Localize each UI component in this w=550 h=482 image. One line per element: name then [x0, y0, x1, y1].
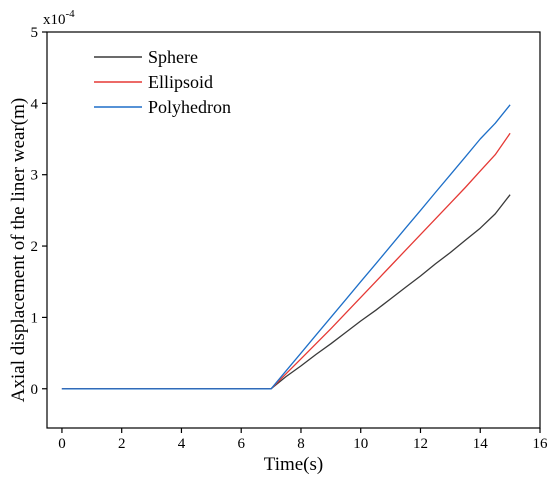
x-tick-label: 2: [118, 436, 126, 452]
legend-label-polyhedron: Polyhedron: [148, 97, 231, 117]
legend: Sphere Ellipsoid Polyhedron: [94, 47, 231, 117]
y-tick-label: 1: [31, 310, 39, 326]
x-axis-ticks: 0 2 4 6 8 10 12 14 16: [58, 428, 548, 452]
y-tick-label: 4: [31, 96, 39, 112]
x-tick-label: 6: [237, 436, 245, 452]
x-tick-label: 10: [353, 436, 368, 452]
series-line-polyhedron: [61, 104, 511, 390]
y-tick-label: 0: [31, 382, 39, 398]
y-tick-label: 2: [31, 239, 39, 255]
y-axis-multiplier: x10-4: [43, 8, 75, 28]
y-axis-ticks: 0 1 2 3 4 5: [31, 25, 47, 398]
y-tick-label: 5: [31, 25, 39, 41]
legend-label-sphere: Sphere: [148, 47, 198, 67]
x-tick-label: 12: [413, 436, 428, 452]
x-tick-label: 16: [533, 436, 549, 452]
y-tick-label: 3: [31, 168, 39, 184]
x-tick-label: 8: [297, 436, 305, 452]
plot-frame: [46, 31, 541, 429]
x-tick-label: 0: [58, 436, 66, 452]
y-axis-title: Axial displacement of the liner wear(m): [8, 98, 29, 402]
x-tick-label: 4: [178, 436, 186, 452]
y-axis-multiplier-exponent: -4: [66, 8, 76, 20]
x-tick-label: 14: [473, 436, 489, 452]
legend-label-ellipsoid: Ellipsoid: [148, 72, 213, 92]
x-axis-title: Time(s): [264, 454, 323, 475]
y-axis-multiplier-base: x10: [43, 12, 66, 28]
series-layer: [61, 104, 511, 390]
